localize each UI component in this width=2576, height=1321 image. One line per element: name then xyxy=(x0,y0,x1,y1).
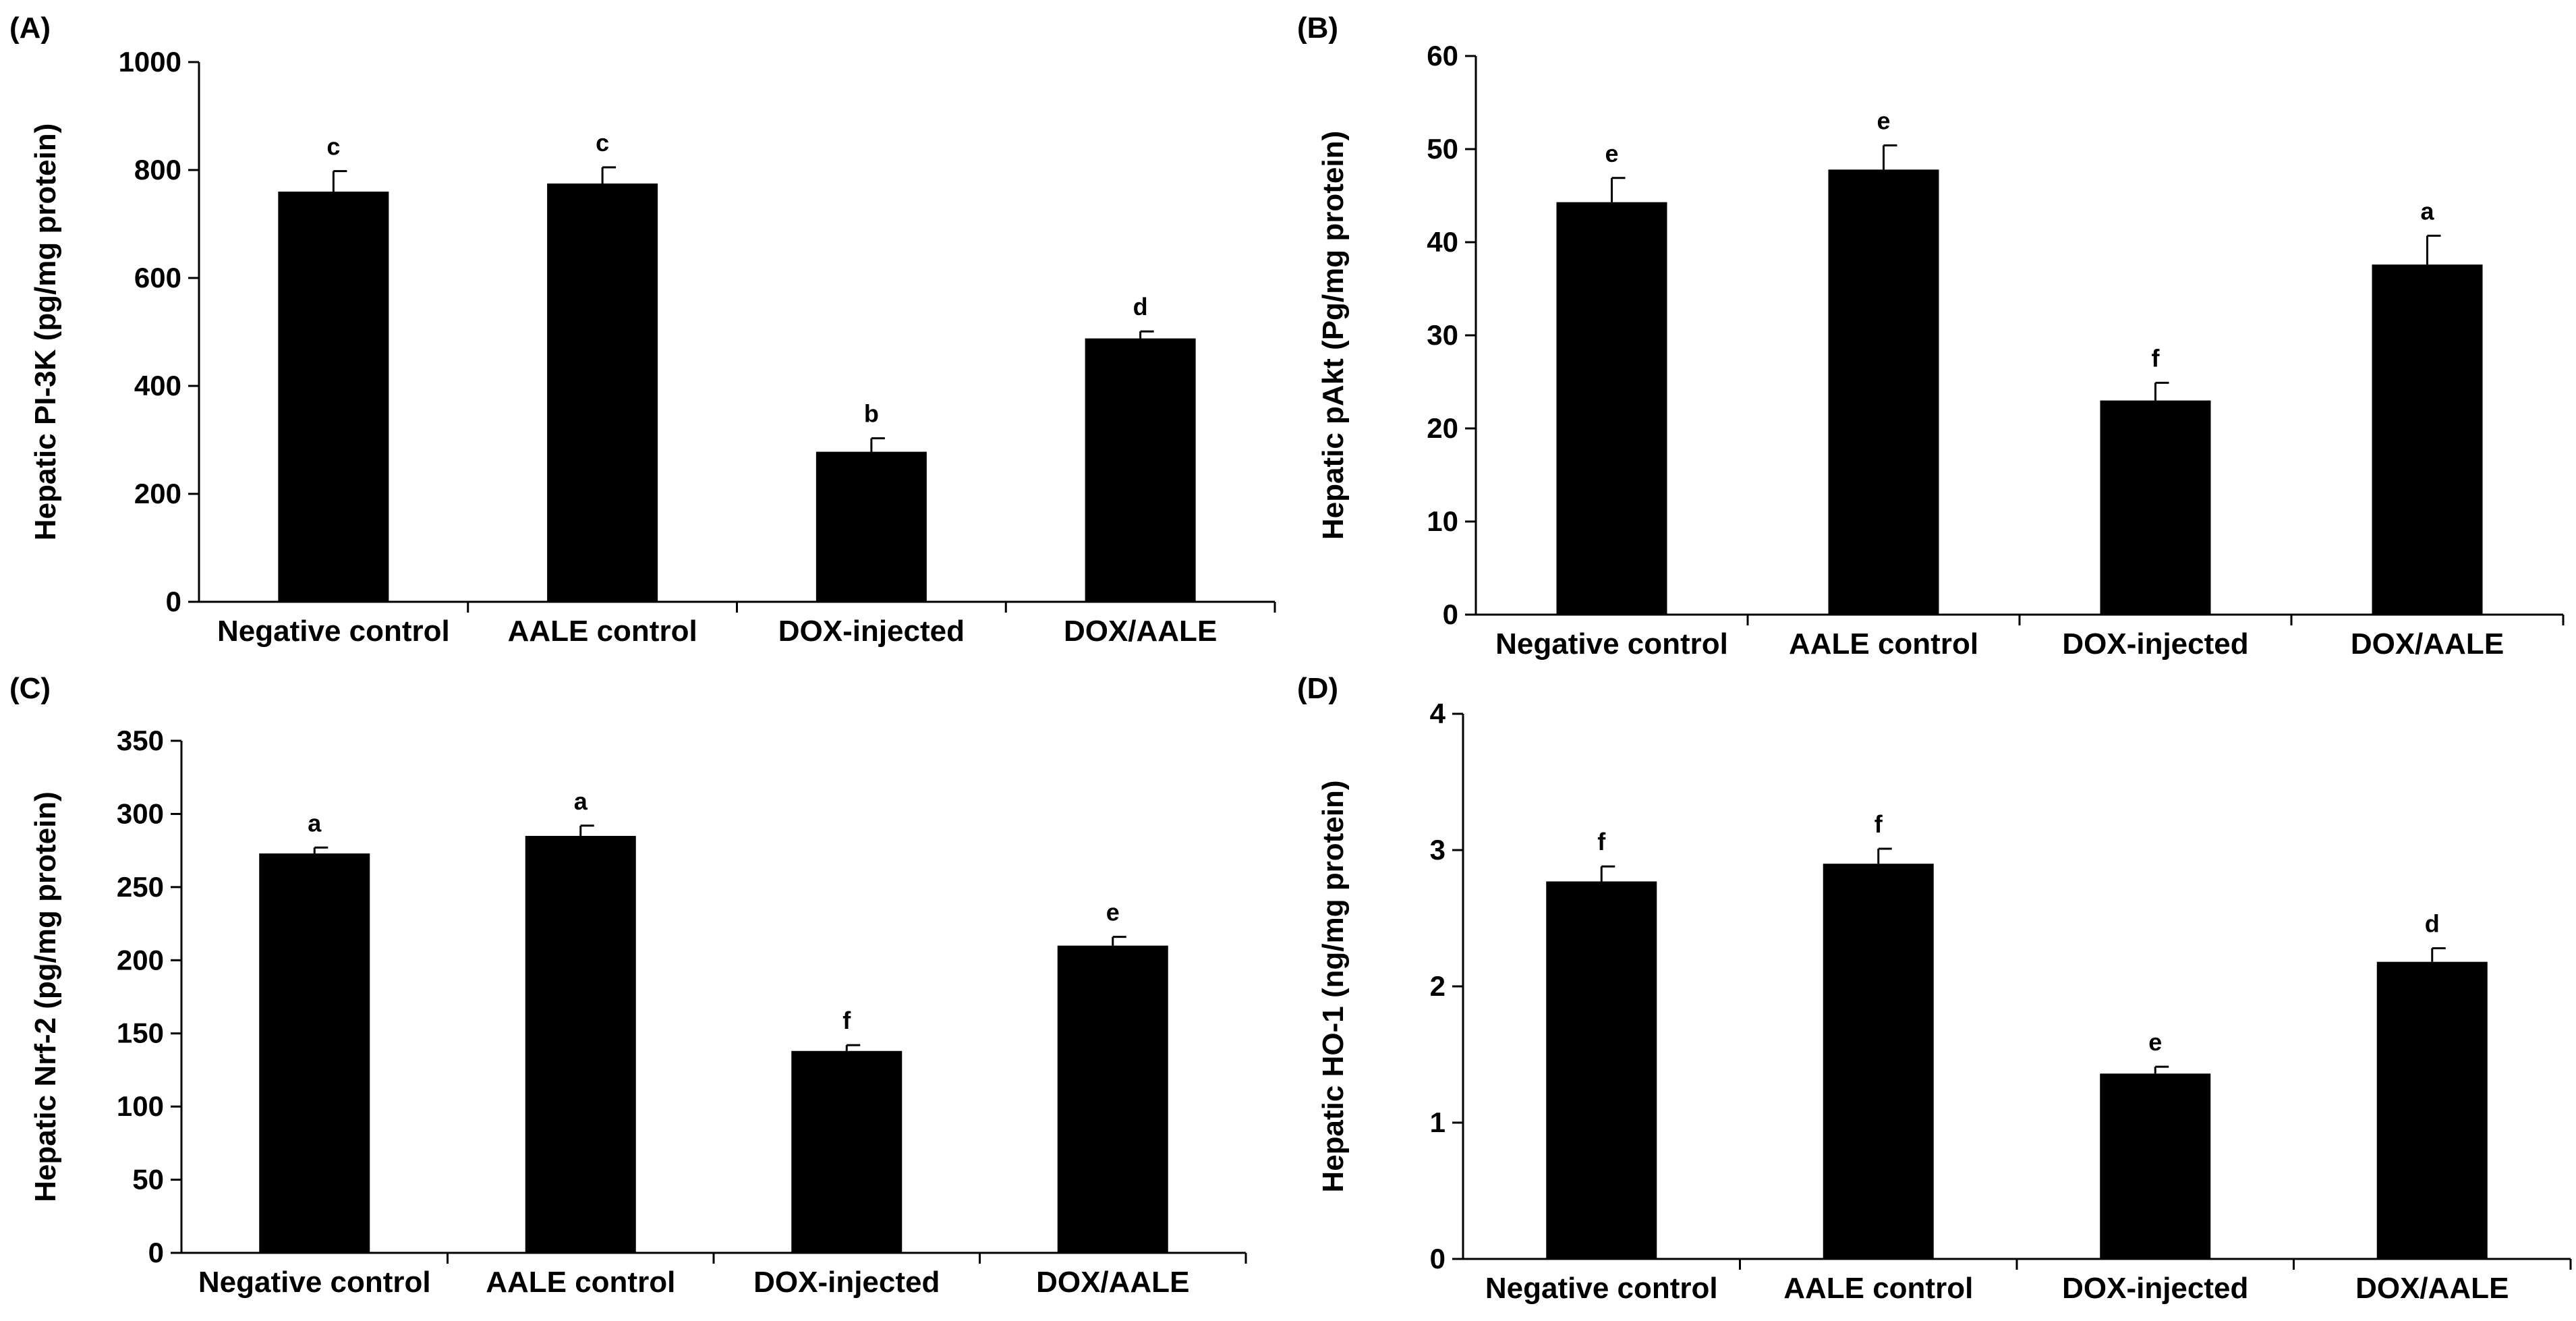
panel-label-a: (A) xyxy=(9,11,51,45)
y-tick-label-c: 50 xyxy=(132,1164,164,1196)
bar-b-4 xyxy=(2372,264,2483,615)
significance-label-c-4: e xyxy=(1106,899,1120,926)
x-category-label-c-4: DOX/AALE xyxy=(1036,1266,1189,1299)
bar-d-1 xyxy=(1546,881,1657,1259)
significance-label-c-1: a xyxy=(308,809,322,837)
significance-label-d-2: f xyxy=(1874,810,1883,838)
significance-label-a-3: b xyxy=(864,400,879,428)
x-category-label-d-1: Negative control xyxy=(1485,1272,1718,1305)
significance-label-d-3: e xyxy=(2148,1028,2162,1056)
x-category-label-d-2: AALE control xyxy=(1783,1272,1973,1305)
bar-c-2 xyxy=(525,835,636,1253)
bar-a-1 xyxy=(278,192,389,602)
significance-label-d-1: f xyxy=(1597,828,1606,855)
x-category-label-d-4: DOX/AALE xyxy=(2355,1272,2509,1305)
bar-d-2 xyxy=(1823,864,1934,1259)
y-tick-label-a: 200 xyxy=(134,478,181,509)
bar-d-3 xyxy=(2100,1073,2211,1259)
y-tick-label-b: 30 xyxy=(1427,319,1458,351)
y-tick-label-c: 150 xyxy=(117,1017,164,1049)
x-category-label-a-2: AALE control xyxy=(508,615,697,648)
y-tick-label-c: 200 xyxy=(117,944,164,976)
panel-b: (B) Hepatic pAkt (Pg/mg protein) 0 10 20 30 40… xyxy=(1288,0,2576,660)
bar-a-4 xyxy=(1085,338,1196,602)
y-tick-label-a: 600 xyxy=(134,262,181,293)
y-tick-label-d: 0 xyxy=(1430,1243,1446,1274)
significance-label-d-4: d xyxy=(2425,909,2440,937)
bar-c-3 xyxy=(791,1050,903,1253)
y-tick-label-c: 250 xyxy=(117,871,164,903)
x-category-label-c-1: Negative control xyxy=(198,1266,431,1299)
panel-label-c: (C) xyxy=(9,672,51,705)
x-category-label-a-4: DOX/AALE xyxy=(1064,615,1217,648)
y-tick-label-b: 60 xyxy=(1427,40,1458,72)
y-tick-label-d: 4 xyxy=(1430,698,1446,729)
bar-b-1 xyxy=(1556,202,1667,615)
y-tick-label-c: 350 xyxy=(117,725,164,756)
y-tick-label-b: 50 xyxy=(1427,133,1458,165)
panel-c: (C) Hepatic Nrf-2 (pg/mg protein) 0 50 100 15… xyxy=(0,660,1288,1321)
panel-a: (A) Hepatic PI-3K (pg/mg protein) 0 200 400 6… xyxy=(0,0,1288,660)
y-tick-label-d: 2 xyxy=(1430,970,1446,1002)
y-tick-label-b: 20 xyxy=(1427,412,1458,444)
y-tick-label-c: 100 xyxy=(117,1090,164,1122)
y-tick-label-d: 1 xyxy=(1430,1106,1446,1138)
y-tick-label-b: 40 xyxy=(1427,226,1458,258)
x-category-label-c-3: DOX-injected xyxy=(753,1266,940,1299)
x-category-label-b-2: AALE control xyxy=(1789,627,1978,660)
significance-label-b-1: e xyxy=(1605,140,1618,167)
y-tick-label-b: 0 xyxy=(1443,598,1458,630)
x-category-label-a-1: Negative control xyxy=(217,615,450,648)
y-tick-label-d: 3 xyxy=(1430,834,1446,866)
significance-label-c-2: a xyxy=(574,787,588,815)
y-axis-title-a: Hepatic PI-3K (pg/mg protein) xyxy=(29,123,62,540)
bar-c-4 xyxy=(1057,945,1168,1253)
significance-label-a-4: d xyxy=(1133,293,1148,320)
x-category-label-a-3: DOX-injected xyxy=(778,615,965,648)
chart-b-svg: (B) Hepatic pAkt (Pg/mg protein) 0 10 20 30 40… xyxy=(1297,11,2565,660)
x-category-label-d-3: DOX-injected xyxy=(2062,1272,2248,1305)
x-category-label-b-3: DOX-injected xyxy=(2062,627,2248,660)
significance-label-a-1: c xyxy=(326,133,340,161)
y-axis-title-c: Hepatic Nrf-2 (pg/mg protein) xyxy=(29,791,62,1202)
bar-c-1 xyxy=(259,853,370,1253)
bar-a-3 xyxy=(815,451,927,602)
significance-label-b-2: e xyxy=(1877,107,1890,134)
y-tick-label-a: 400 xyxy=(134,370,181,401)
bar-b-2 xyxy=(1828,169,1939,615)
chart-c-svg: (C) Hepatic Nrf-2 (pg/mg protein) 0 50 100 15… xyxy=(9,672,1247,1299)
panel-d: (D) Hepatic HO-1 (ng/mg protein) 0 1 2 3 4 f Neg… xyxy=(1288,660,2576,1321)
y-tick-label-c: 0 xyxy=(148,1237,164,1268)
bar-a-2 xyxy=(547,184,658,602)
significance-label-a-2: c xyxy=(596,129,609,157)
y-tick-label-a: 1000 xyxy=(119,46,181,78)
bar-d-4 xyxy=(2376,961,2488,1259)
y-tick-label-c: 300 xyxy=(117,797,164,829)
x-category-label-b-1: Negative control xyxy=(1495,627,1728,660)
x-category-label-c-2: AALE control xyxy=(486,1266,675,1299)
y-tick-label-b: 10 xyxy=(1427,505,1458,537)
y-axis-title-b: Hepatic pAkt (Pg/mg protein) xyxy=(1317,131,1350,540)
chart-d-svg: (D) Hepatic HO-1 (ng/mg protein) 0 1 2 3 4 f Neg… xyxy=(1297,672,2572,1305)
y-tick-label-a: 0 xyxy=(166,586,181,617)
x-category-label-b-4: DOX/AALE xyxy=(2351,627,2504,660)
significance-label-b-4: a xyxy=(2420,197,2434,225)
significance-label-c-3: f xyxy=(842,1007,851,1034)
y-axis-title-d: Hepatic HO-1 (ng/mg protein) xyxy=(1317,780,1350,1192)
chart-a-svg: (A) Hepatic PI-3K (pg/mg protein) 0 200 400 6… xyxy=(9,11,1276,648)
panel-label-d: (D) xyxy=(1297,672,1338,705)
significance-label-b-3: f xyxy=(2152,344,2160,372)
bar-b-3 xyxy=(2100,400,2211,615)
y-tick-label-a: 800 xyxy=(134,154,181,186)
panel-label-b: (B) xyxy=(1297,11,1338,45)
